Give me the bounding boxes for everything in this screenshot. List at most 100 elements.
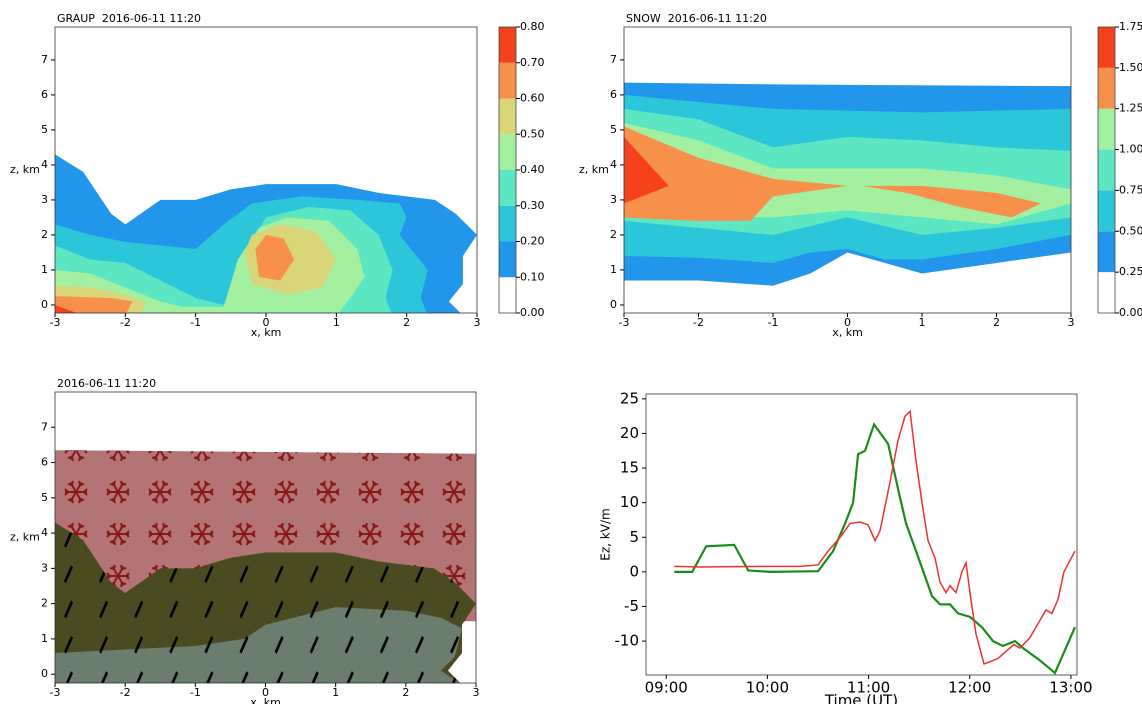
colorbar-label: 0.60	[520, 92, 545, 105]
colorbar-label: 0.50	[1119, 224, 1142, 237]
colorbar-band	[499, 27, 516, 63]
y-tick-label: 6	[41, 456, 48, 469]
colorbar-band	[1098, 108, 1115, 150]
colorbar-band	[499, 205, 516, 242]
colorbar-band	[1098, 190, 1115, 232]
colorbar-frame	[1097, 26, 1116, 314]
x-tick-label: 2	[403, 316, 410, 329]
x-tick-label: 0	[262, 686, 269, 699]
colorbar-label: 0.20	[520, 235, 545, 248]
plot-area	[55, 154, 477, 313]
x-axis-label: Time (UT)	[824, 692, 898, 704]
x-tick-label: -1	[190, 686, 201, 699]
colorbar-label: 1.00	[1119, 143, 1142, 156]
x-tick-label: 13:00	[1049, 679, 1092, 697]
x-tick-label: 1	[919, 316, 926, 329]
x-tick-label: 1	[332, 686, 339, 699]
y-tick-label: 20	[620, 424, 639, 442]
x-axis-label: x, km	[250, 696, 281, 704]
hatch-region	[55, 607, 462, 683]
y-tick-label: 5	[629, 528, 639, 546]
y-axis-label: z, km	[579, 163, 609, 176]
colorbar-band	[499, 170, 516, 206]
colorbar-band	[499, 98, 516, 135]
colorbar-label: 1.25	[1119, 102, 1142, 115]
x-tick-label: -1	[768, 316, 779, 329]
colorbar-band	[1098, 67, 1115, 109]
chart-title: SNOW 2016-06-11 11:20	[626, 12, 767, 25]
y-tick-label: 3	[41, 193, 48, 206]
chart-title: 2016-06-11 11:20	[57, 377, 156, 390]
x-tick-label: 3	[1068, 316, 1075, 329]
y-tick-label: 6	[610, 88, 617, 101]
y-tick-label: 25	[620, 389, 639, 407]
colorbar-band	[1098, 149, 1115, 191]
x-tick-label: -3	[619, 316, 630, 329]
y-tick-label: 5	[41, 123, 48, 136]
y-tick-label: 6	[41, 88, 48, 101]
plot-area	[674, 409, 1076, 675]
panel: 09:00 10:00 11:00 12:00 13:00 -10 -5 0 5 10 15 20 25…	[599, 389, 1093, 704]
contour-region	[624, 136, 669, 204]
y-axis-label: z, km	[10, 531, 40, 544]
y-tick-label: 2	[610, 228, 617, 241]
y-tick-label: 0	[41, 667, 48, 680]
x-tick-label: -2	[120, 316, 131, 329]
colorbar-band	[1098, 231, 1115, 273]
y-tick-label: 4	[610, 158, 617, 171]
x-tick-label: 2	[993, 316, 1000, 329]
colorbar-label: 0.40	[520, 163, 545, 176]
y-tick-label: 7	[610, 53, 617, 66]
x-tick-label: 2	[402, 686, 409, 699]
y-tick-label: 15	[620, 459, 639, 477]
y-tick-label: 2	[41, 228, 48, 241]
y-tick-label: -5	[624, 597, 639, 615]
colorbar-band	[1098, 27, 1115, 68]
y-tick-label: 7	[41, 420, 48, 433]
x-tick-label: -1	[190, 316, 201, 329]
colorbar-label: 0.10	[520, 270, 545, 283]
colorbar-label: 0.50	[520, 127, 545, 140]
plot-area	[55, 450, 476, 683]
x-tick-label: -2	[693, 316, 704, 329]
colorbar-label: 0.00	[1119, 306, 1142, 319]
colorbar-band	[499, 277, 516, 313]
y-axis-label: z, km	[10, 163, 40, 176]
colorbar-label: 0.00	[520, 306, 545, 319]
x-axis-label: x, km	[832, 326, 863, 339]
contour-region	[255, 234, 295, 281]
colorbar-label: 0.30	[520, 199, 545, 212]
y-tick-label: 0	[610, 298, 617, 311]
contour-region	[55, 296, 133, 313]
contour-region	[624, 126, 848, 221]
y-tick-label: 0	[629, 562, 639, 580]
y-tick-label: 1	[41, 632, 48, 645]
y-tick-label: 4	[41, 526, 48, 539]
y-tick-label: 3	[610, 193, 617, 206]
colorbar-label: 0.80	[520, 20, 545, 33]
y-tick-label: 3	[41, 561, 48, 574]
x-tick-label: 11:00	[847, 679, 890, 697]
x-tick-label: 3	[474, 316, 481, 329]
y-tick-label: 10	[620, 493, 639, 511]
colorbar-band	[499, 241, 516, 278]
colorbar-label: 1.50	[1119, 61, 1142, 74]
x-tick-label: 1	[333, 316, 340, 329]
colorbar-band	[1098, 272, 1115, 313]
contour-region	[55, 304, 77, 313]
colorbar-band	[499, 134, 516, 170]
colorbar-label: 1.75	[1119, 20, 1142, 33]
y-tick-label: 1	[41, 263, 48, 276]
x-tick-label: 3	[473, 686, 480, 699]
y-tick-label: 5	[41, 491, 48, 504]
y-tick-label: 1	[610, 263, 617, 276]
x-tick-label: 09:00	[645, 679, 688, 697]
x-tick-label: 12:00	[948, 679, 991, 697]
y-tick-label: 4	[41, 158, 48, 171]
x-tick-label: 0	[263, 316, 270, 329]
y-axis-label: Ez, kV/m	[599, 508, 613, 560]
contour-region	[862, 185, 1042, 218]
y-tick-label: 2	[41, 597, 48, 610]
